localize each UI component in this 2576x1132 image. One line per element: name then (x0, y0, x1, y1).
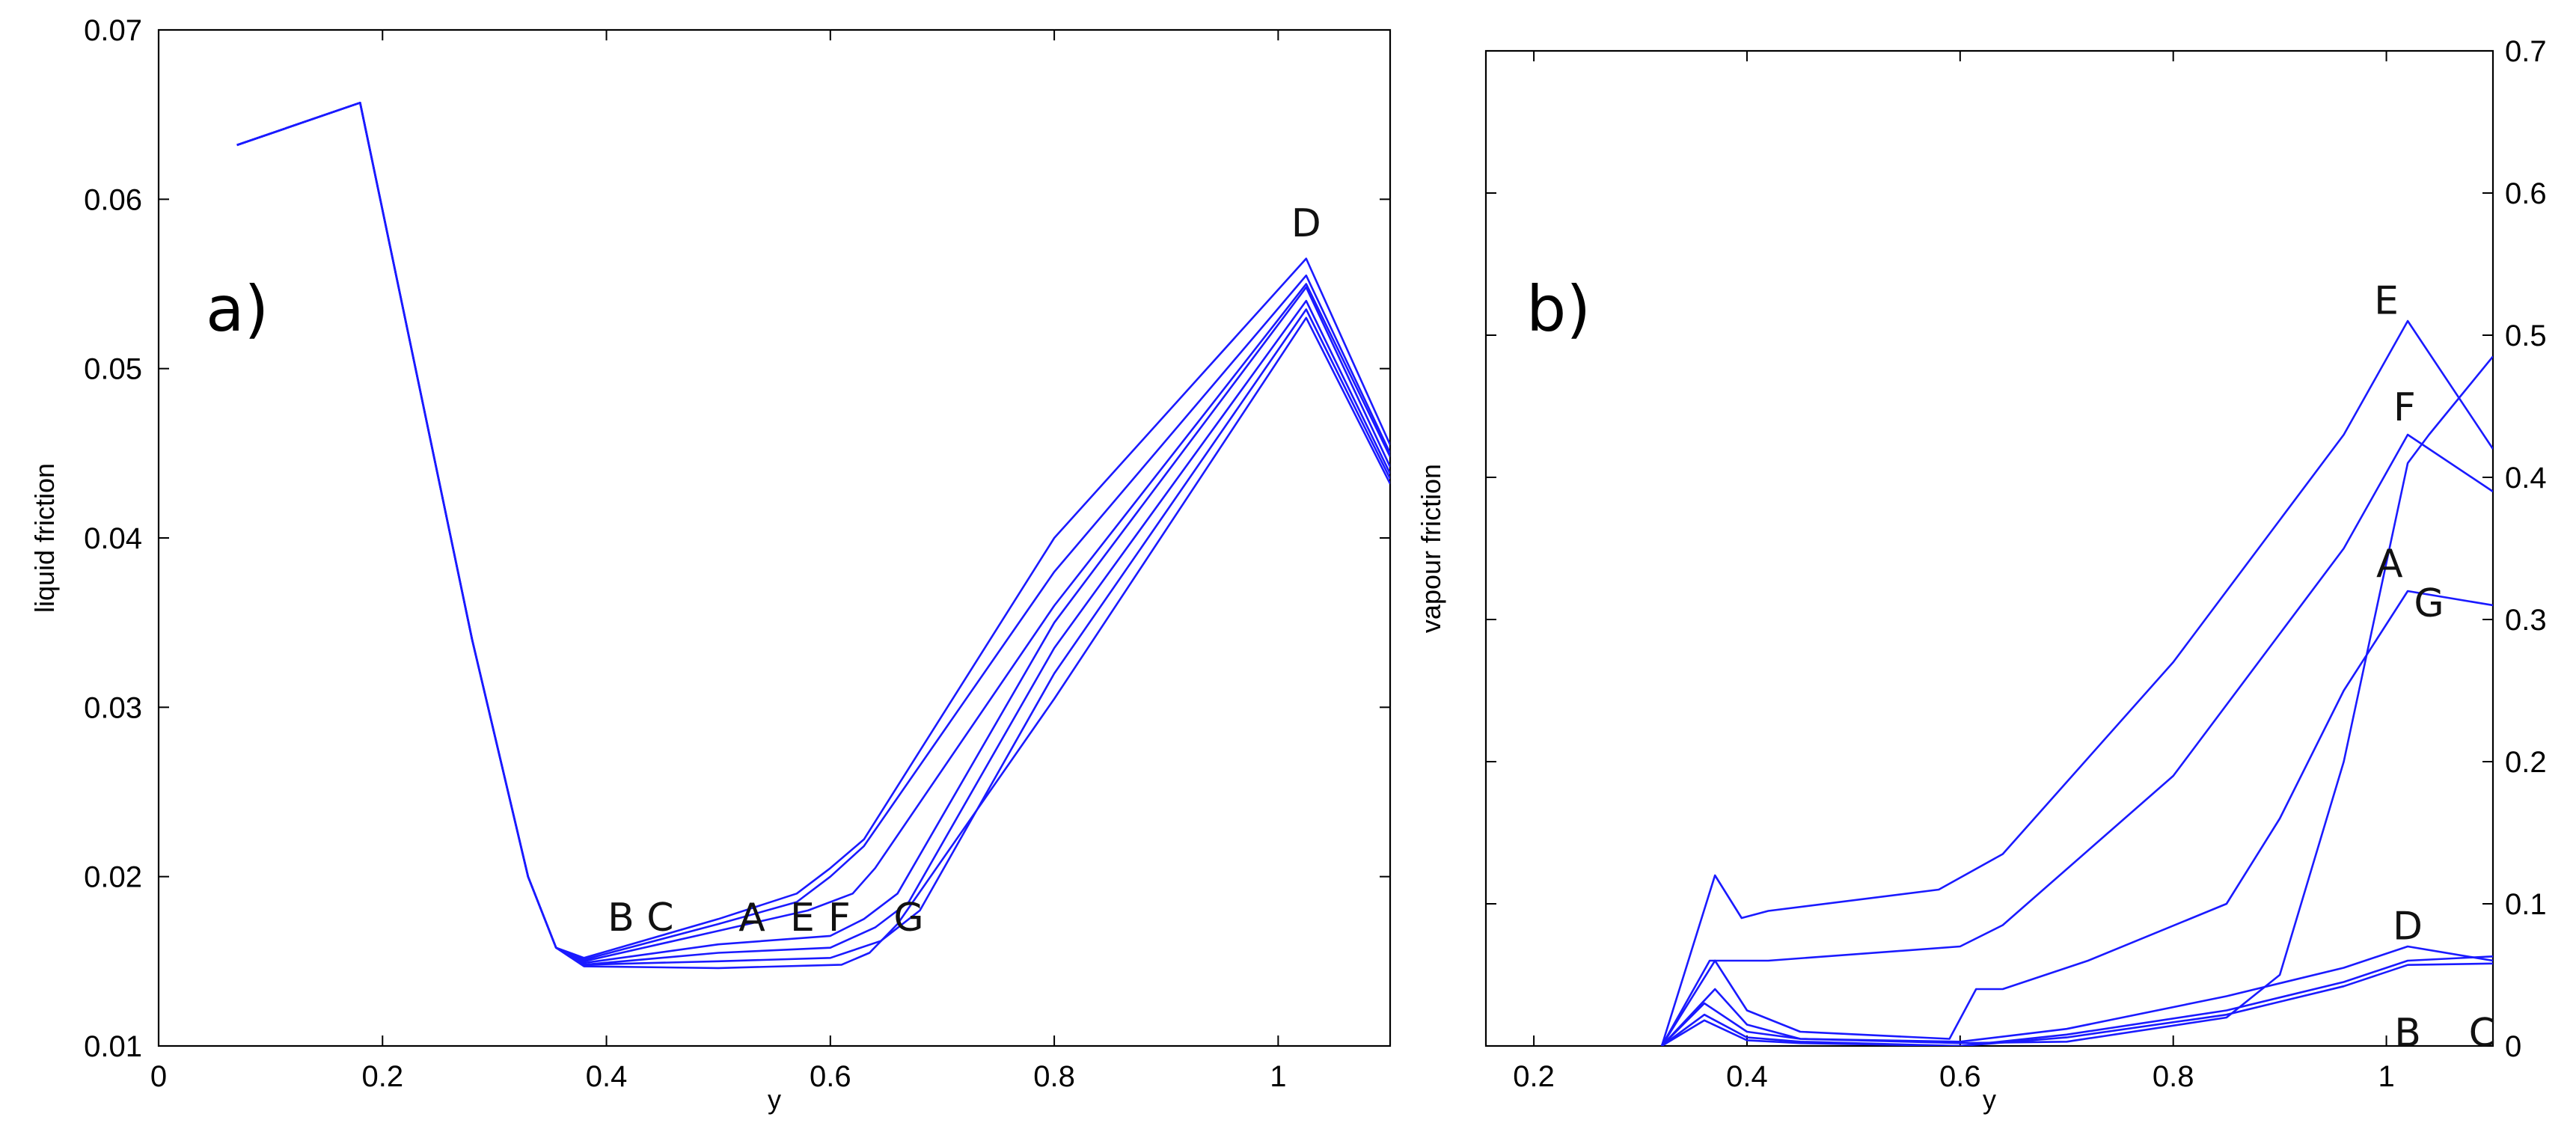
chart-a-series-line-4 (236, 102, 1390, 964)
chart-b-series-group (1660, 319, 2493, 1046)
chart-b-curve-label-G: G (2414, 581, 2444, 626)
chart-b-x-tick-label: 0.6 (1939, 1060, 1981, 1093)
chart-b-curve-label-E: E (2374, 279, 2399, 324)
chart-b-y-tick-label: 0.2 (2505, 746, 2547, 779)
chart-b-x-axis-label: y (1983, 1084, 1996, 1115)
chart-a-x-tick-label: 0.8 (1033, 1060, 1075, 1093)
chart-a-series-line-3 (236, 102, 1390, 963)
chart-panel-a: 0 0.2 0.4 0.6 0.8 1 0.01 0.02 0.03 0.04 0.05 0.06 0.… (29, 14, 1392, 1115)
chart-b-curve-label-C: C (2469, 1011, 2496, 1056)
chart-a-curve-label-A: A (738, 896, 765, 940)
chart-b-curve-label-D: D (2393, 905, 2423, 949)
chart-a-curve-label-E: E (790, 896, 815, 940)
chart-b-series-line-3 (1661, 945, 2493, 1046)
chart-a-y-axis-label: liquid friction (29, 463, 60, 613)
chart-a-x-tick-label: 1 (1270, 1060, 1286, 1093)
chart-a-y-tick-label: 0.01 (84, 1030, 142, 1063)
chart-a-x-tick-label: 0.6 (810, 1060, 851, 1093)
chart-a-y-tick-label: 0.04 (84, 522, 142, 555)
chart-b-x-tick-label: 0.8 (2153, 1060, 2194, 1093)
chart-b-y-tick-label: 0 (2505, 1030, 2521, 1063)
chart-a-series-line-7 (236, 102, 1390, 970)
chart-a-series-line-5 (236, 102, 1390, 966)
chart-panel-b: 0.2 0.4 0.6 0.8 1 0 0.1 0.2 0.3 0.4 0.5 0.6 0.7 y vapo… (1416, 35, 2547, 1115)
chart-a-curve-label-F: F (828, 896, 851, 940)
chart-b-y-axis-label: vapour friction (1416, 464, 1446, 633)
chart-b-y-tick-label: 0.4 (2505, 462, 2547, 495)
chart-b-curve-label-A: A (2376, 542, 2403, 587)
chart-a-series-line-1 (236, 102, 1390, 959)
chart-b-curve-label-B: B (2394, 1011, 2421, 1056)
chart-b-x-tick-label: 1 (2378, 1060, 2394, 1093)
chart-a-curve-label-D: D (1291, 201, 1321, 246)
chart-b-x-tick-label: 0.2 (1513, 1060, 1555, 1093)
chart-a-series-line-2 (236, 102, 1390, 961)
chart-b-y-tick-label: 0.5 (2505, 319, 2547, 352)
chart-a-y-tick-label: 0.06 (84, 183, 142, 216)
chart-b-series-line-1 (1660, 319, 2493, 1046)
chart-b-series-line-7 (1661, 355, 2493, 1046)
chart-b-curve-label-F: F (2393, 385, 2416, 430)
chart-a-curve-label-B: B (608, 896, 634, 940)
chart-a-y-tick-label: 0.02 (84, 861, 142, 894)
chart-b-y-tick-label: 0.3 (2505, 604, 2547, 637)
chart-a-x-tick-label: 0.4 (586, 1060, 628, 1093)
chart-b-series-line-4 (1661, 955, 2493, 1046)
chart-a-y-tick-label: 0.05 (84, 353, 142, 386)
chart-b-x-tick-label: 0.4 (1726, 1060, 1768, 1093)
chart-b-y-tick-label: 0.7 (2505, 35, 2547, 68)
chart-a-curve-label-C: C (646, 896, 673, 940)
chart-b-y-tick-label: 0.1 (2505, 888, 2547, 921)
chart-a-x-tick-label: 0.2 (361, 1060, 403, 1093)
chart-a-plot-frame (157, 28, 1392, 1047)
chart-a-y-tick-label: 0.03 (84, 691, 142, 724)
chart-b-panel-label: b) (1526, 272, 1591, 346)
chart-a-x-tick-label: 0 (150, 1060, 167, 1093)
chart-a-series-group (236, 102, 1390, 970)
chart-b-y-tick-label: 0.6 (2505, 177, 2547, 210)
chart-a-x-axis-label: y (768, 1084, 781, 1115)
chart-b-series-line-6 (1660, 590, 2493, 1046)
chart-a-y-tick-label: 0.07 (84, 14, 142, 47)
chart-b-plot-frame (1484, 49, 2494, 1047)
chart-b-series-line-2 (1660, 433, 2493, 1046)
chart-a-curve-label-G: G (893, 896, 923, 940)
chart-a-series-line-6 (236, 102, 1390, 966)
chart-a-panel-label: a) (206, 272, 269, 346)
